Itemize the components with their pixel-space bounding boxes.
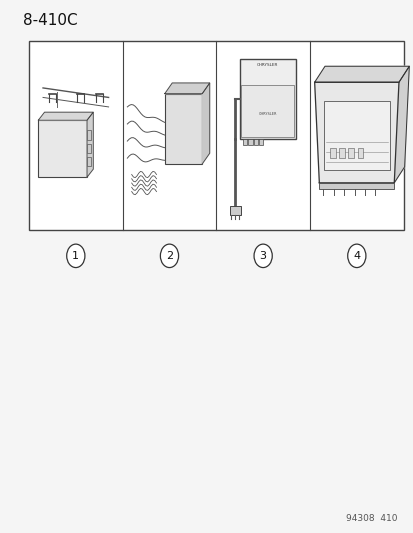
Polygon shape	[38, 112, 93, 120]
Bar	[357, 148, 363, 158]
Bar	[87, 157, 91, 166]
Circle shape	[66, 244, 85, 268]
Polygon shape	[314, 82, 398, 183]
Bar	[248, 139, 252, 144]
Bar	[164, 94, 202, 164]
Bar	[323, 101, 389, 169]
Text: 2: 2	[166, 251, 173, 261]
Circle shape	[254, 244, 272, 268]
Polygon shape	[314, 66, 408, 82]
Text: 4: 4	[352, 251, 359, 261]
Bar	[29, 41, 403, 230]
Bar	[241, 85, 294, 137]
Bar	[339, 148, 344, 158]
Polygon shape	[87, 112, 93, 177]
Bar	[253, 139, 257, 144]
Bar	[348, 148, 354, 158]
Circle shape	[347, 244, 365, 268]
Polygon shape	[393, 66, 408, 183]
Text: 3: 3	[259, 251, 266, 261]
Bar	[318, 183, 393, 189]
Bar	[330, 148, 335, 158]
Text: 1: 1	[72, 251, 79, 261]
Bar	[87, 143, 91, 153]
Text: CHRYSLER: CHRYSLER	[258, 112, 276, 116]
Bar	[242, 139, 247, 144]
Polygon shape	[164, 83, 209, 94]
Bar	[239, 60, 295, 139]
Bar	[229, 206, 241, 215]
Text: CHRYSLER: CHRYSLER	[256, 63, 278, 67]
Bar	[38, 120, 87, 177]
Bar	[259, 139, 263, 144]
Circle shape	[160, 244, 178, 268]
Text: 94308  410: 94308 410	[345, 514, 396, 523]
Polygon shape	[202, 83, 209, 164]
Bar	[87, 130, 91, 140]
Text: 8-410C: 8-410C	[23, 13, 77, 28]
